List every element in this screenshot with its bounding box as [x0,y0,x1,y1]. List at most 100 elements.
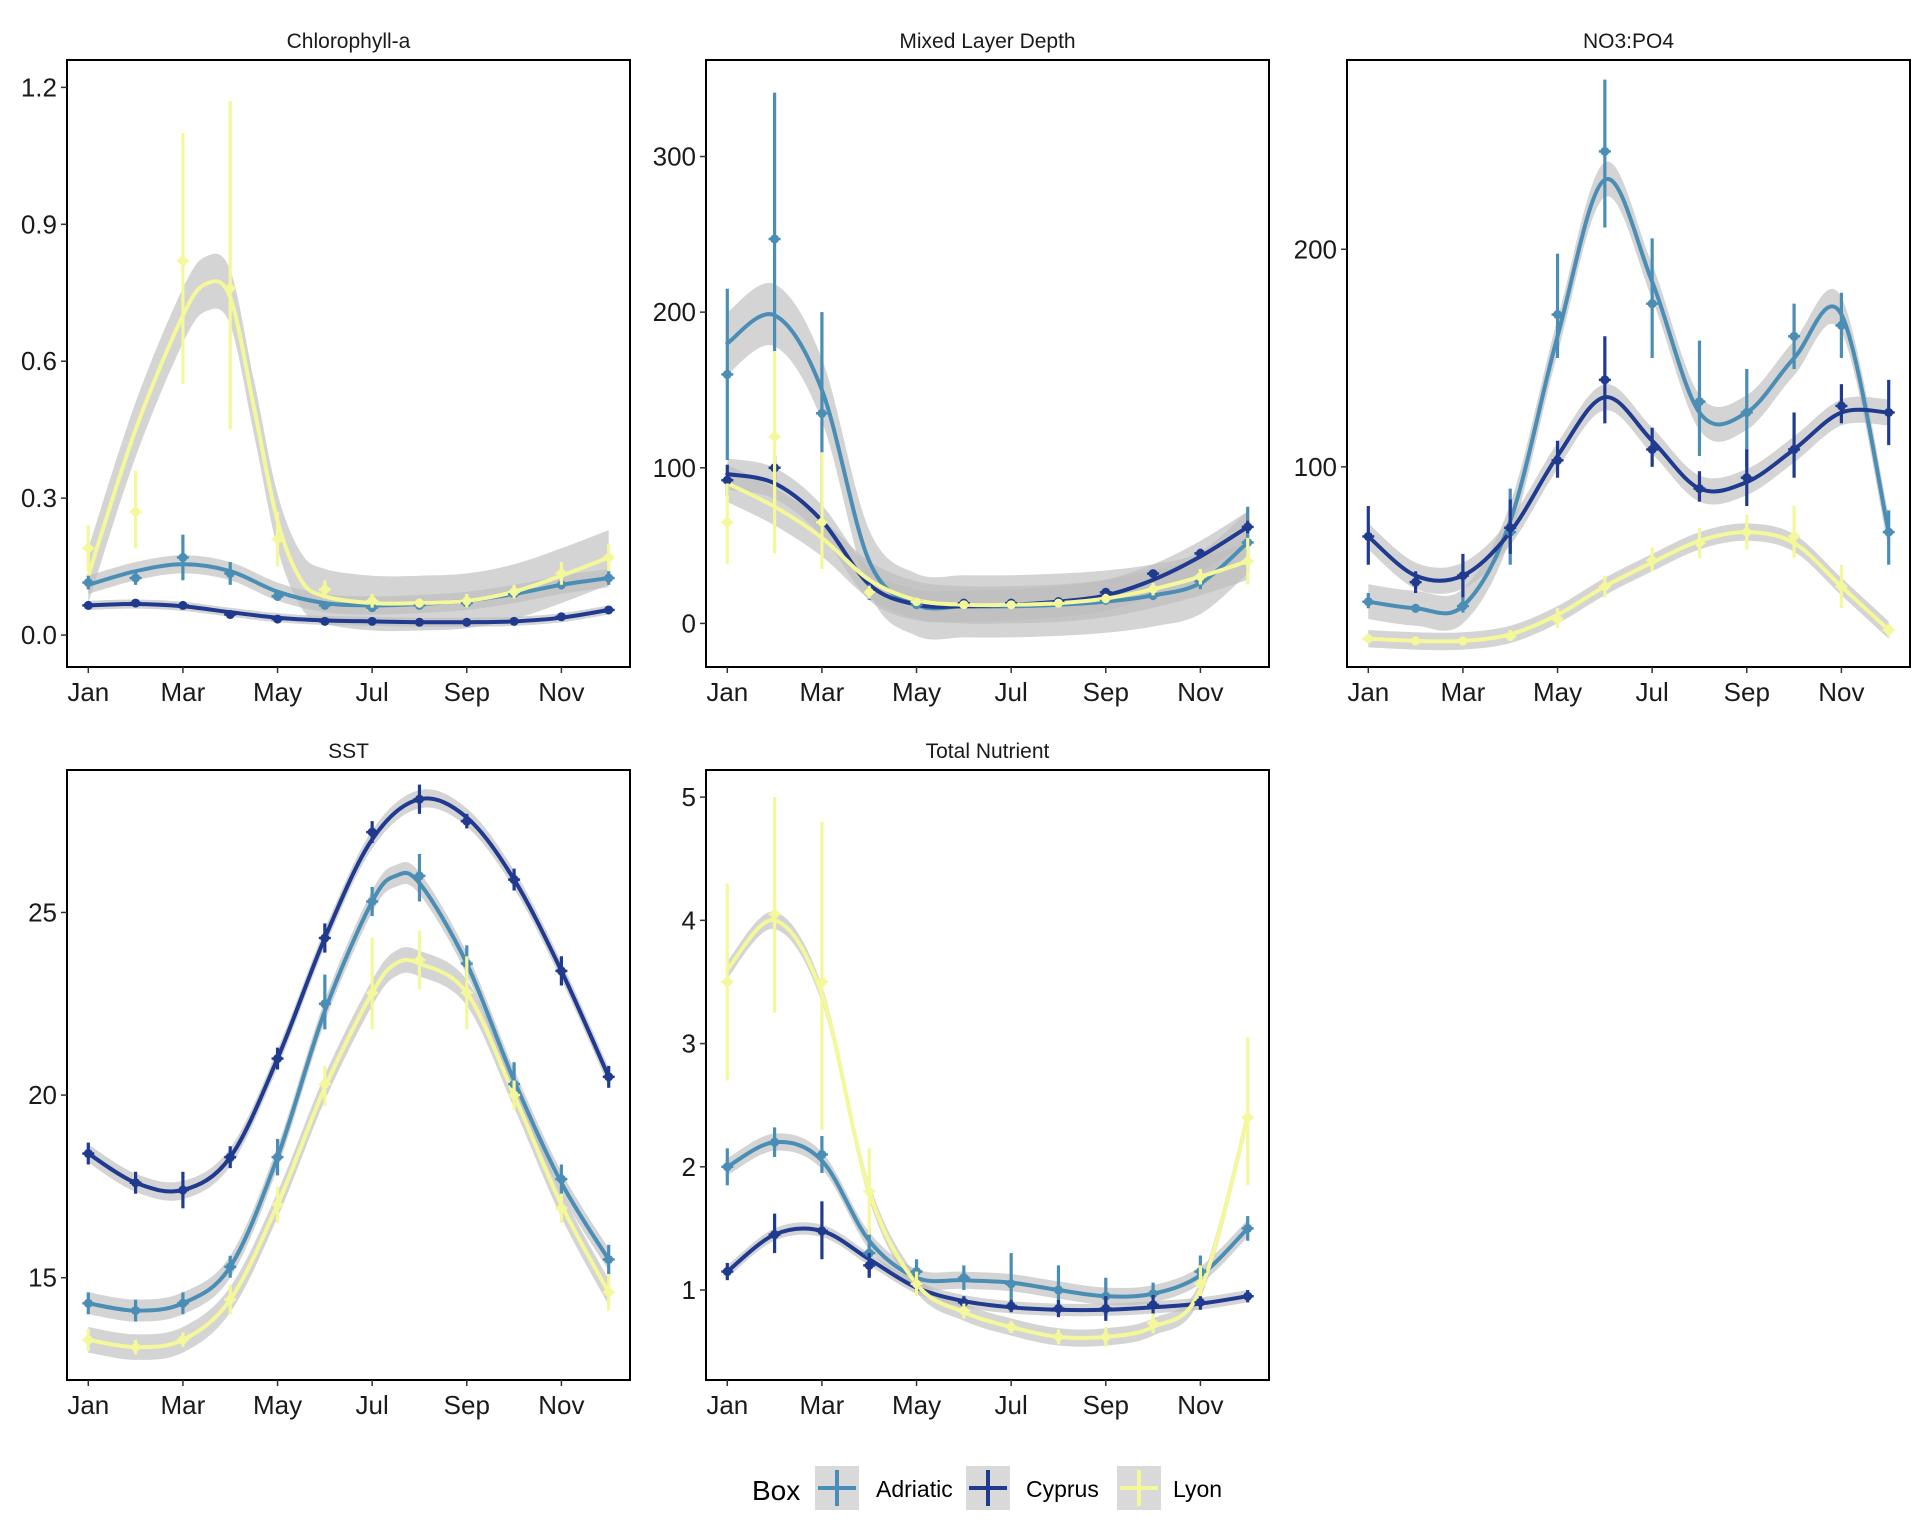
data-point-lyon [1148,584,1158,594]
data-point-adriatic [722,369,732,379]
data-point-adriatic [1553,310,1563,320]
data-point-lyon [864,1186,874,1196]
confidence-ribbon-lyon [727,464,1248,624]
legend-label-cyprus: Cyprus [1026,1476,1099,1502]
data-point-cyprus [1243,522,1253,532]
y-tick-label: 0 [682,608,696,638]
data-point-lyon [1053,1332,1063,1342]
x-tick-label: Jan [67,1390,109,1420]
confidence-ribbon-cyprus [727,1222,1248,1317]
data-point-adriatic [770,234,780,244]
data-point-adriatic [604,573,614,583]
data-point-cyprus [1243,1291,1253,1301]
data-point-lyon [1742,527,1752,537]
plot-area [82,784,615,1360]
data-point-lyon [959,600,969,610]
data-point-lyon [1411,636,1421,646]
data-point-cyprus [178,600,188,610]
panel-frame [705,769,1270,1381]
data-point-cyprus [1600,375,1610,385]
data-point-adriatic [131,1306,141,1316]
data-point-lyon [273,534,283,544]
confidence-ribbon-cyprus [1368,384,1889,594]
data-point-lyon [414,955,424,965]
panel-title: Chlorophyll-a [287,30,411,53]
data-point-cyprus [367,616,377,626]
data-point-cyprus [1742,473,1752,483]
data-point-lyon [509,1090,519,1100]
legend-label-adriatic: Adriatic [876,1476,953,1502]
data-point-adriatic [1458,601,1468,611]
data-point-lyon [722,977,732,987]
data-point-cyprus [556,612,566,622]
legend-item-lyon: Lyon [1117,1466,1222,1510]
x-tick-label: May [253,677,302,707]
data-point-lyon [83,1335,93,1345]
data-point-lyon [1458,636,1468,646]
legend-title: Box [752,1475,800,1506]
data-point-cyprus [1101,587,1111,597]
plot-area [1362,79,1895,651]
y-tick-label: 0.0 [21,620,57,650]
data-point-lyon [604,552,614,562]
data-point-adriatic [320,600,330,610]
data-point-cyprus [1836,401,1846,411]
data-point-adriatic [320,999,330,1009]
data-point-lyon [1243,556,1253,566]
data-point-lyon [959,1306,969,1316]
data-point-cyprus [273,614,283,624]
confidence-ribbon-lyon [1368,523,1889,651]
legend-item-adriatic: Adriatic [815,1466,953,1510]
data-point-adriatic [367,896,377,906]
y-tick-label: 100 [1294,452,1337,482]
data-point-cyprus [225,610,235,620]
y-tick-label: 4 [682,905,696,935]
panel-frame [66,59,631,668]
data-point-cyprus [367,827,377,837]
data-point-lyon [225,1295,235,1305]
data-point-adriatic [178,1298,188,1308]
data-point-cyprus [770,1230,780,1240]
legend: Box Adriatic Cyprus Lyon [752,1466,1222,1510]
data-point-lyon [722,517,732,527]
panel-frame [66,769,631,1381]
data-point-cyprus [178,1185,188,1195]
data-point-cyprus [1006,1301,1016,1311]
data-point-lyon [1195,1279,1205,1289]
confidence-ribbon-adriatic [727,282,1248,640]
panel-4: SST 15 20 25 Jan Mar May Jul Sep Nov [28,740,631,1420]
data-point-cyprus [604,605,614,615]
x-tick-label: May [892,677,941,707]
data-point-cyprus [131,1178,141,1188]
data-point-cyprus [722,1267,732,1277]
data-point-lyon [367,596,377,606]
confidence-ribbon-adriatic [727,1133,1248,1306]
y-tick-label: 200 [653,297,696,327]
data-point-cyprus [1148,569,1158,579]
data-point-lyon [1243,1113,1253,1123]
data-point-adriatic [1647,299,1657,309]
data-point-adriatic [414,871,424,881]
y-tick-label: 200 [1294,234,1337,264]
data-point-lyon [1195,572,1205,582]
x-tick-label: Nov [538,677,584,707]
data-point-adriatic [1742,407,1752,417]
x-tick-label: Mar [1441,677,1486,707]
panel-5: Total Nutrient 1 2 3 4 5 Jan Mar May Jul Sep Nov [682,740,1270,1420]
data-point-adriatic [817,408,827,418]
y-tick-label: 15 [28,1263,57,1293]
data-point-cyprus [817,1226,827,1236]
data-point-lyon [1053,598,1063,608]
y-tick-label: 0.9 [21,209,57,239]
data-point-cyprus [1694,484,1704,494]
x-tick-label: May [892,1390,941,1420]
x-tick-label: Sep [444,677,490,707]
x-tick-label: May [1533,677,1582,707]
data-point-adriatic [1411,603,1421,613]
x-tick-label: Sep [1083,677,1129,707]
x-tick-label: Sep [1083,1390,1129,1420]
y-tick-label: 5 [682,782,696,812]
data-point-cyprus [462,617,472,627]
data-point-lyon [1836,582,1846,592]
x-tick-label: Jan [1347,677,1389,707]
